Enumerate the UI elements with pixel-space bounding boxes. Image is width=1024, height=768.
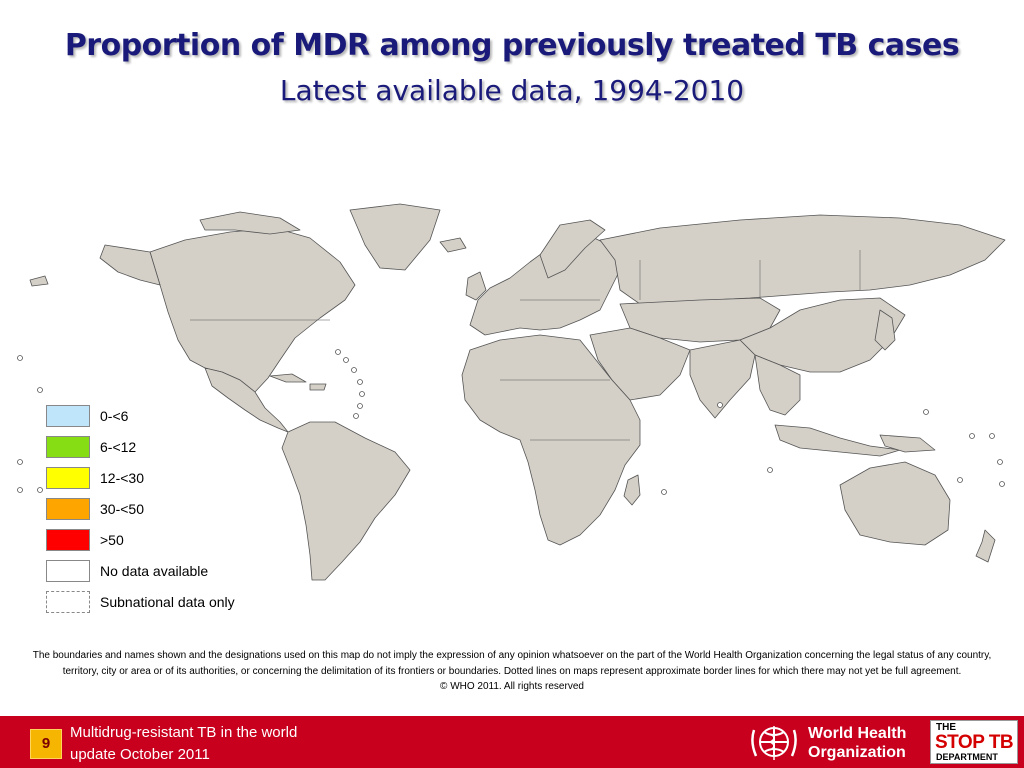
legend-item: >50 bbox=[46, 524, 235, 555]
footer-bar: 9 Multidrug-resistant TB in the world up… bbox=[0, 716, 1024, 768]
legend-swatch bbox=[46, 497, 90, 520]
who-name: World Health Organization bbox=[808, 724, 906, 762]
legend-item: No data available bbox=[46, 555, 235, 586]
southeast-asia bbox=[754, 354, 801, 416]
who-name-line-2: Organization bbox=[808, 744, 906, 761]
legend-label: 30-<50 bbox=[100, 500, 144, 517]
legend-item: 30-<50 bbox=[46, 493, 235, 524]
footer-text: Multidrug-resistant TB in the world upda… bbox=[70, 722, 297, 766]
new-guinea bbox=[879, 434, 936, 453]
stop-tb-department: DEPARTMENT bbox=[936, 752, 998, 762]
legend-label: >50 bbox=[100, 531, 124, 548]
russia bbox=[599, 214, 1006, 305]
new-zealand bbox=[975, 529, 996, 563]
south-america bbox=[281, 421, 411, 581]
footer-line-1: Multidrug-resistant TB in the world bbox=[70, 724, 298, 741]
legend-swatch bbox=[46, 466, 90, 489]
legend-item: 6-<12 bbox=[46, 431, 235, 462]
who-emblem-icon bbox=[751, 726, 797, 760]
antarctic-islands bbox=[29, 275, 49, 287]
map-subtitle: Latest available data, 1994-2010 bbox=[279, 74, 745, 107]
copyright-text: © WHO 2011. All rights reserved bbox=[440, 681, 584, 692]
stop-tb-the: THE bbox=[936, 722, 956, 733]
legend-label: Subnational data only bbox=[100, 593, 235, 610]
indonesia bbox=[774, 424, 901, 457]
india bbox=[689, 339, 756, 419]
footer-line-2: update October 2011 bbox=[70, 746, 210, 763]
legend-item: 0-<6 bbox=[46, 400, 235, 431]
map-legend: 0-<6 6-<12 12-<30 30-<50 >50 No data ava… bbox=[46, 400, 235, 617]
alaska bbox=[99, 244, 161, 286]
scandinavia bbox=[539, 219, 606, 279]
canadian-archipelago bbox=[199, 211, 301, 235]
middle-east bbox=[589, 327, 691, 401]
legend-swatch bbox=[46, 404, 90, 427]
iceland bbox=[439, 237, 467, 253]
page-number: 9 bbox=[30, 729, 62, 759]
cuba bbox=[269, 373, 307, 383]
australia bbox=[839, 461, 951, 546]
europe bbox=[469, 235, 621, 336]
legend-swatch bbox=[46, 435, 90, 458]
hispaniola bbox=[309, 383, 327, 391]
legend-label: 0-<6 bbox=[100, 407, 129, 424]
madagascar bbox=[623, 474, 641, 506]
uk bbox=[465, 271, 487, 301]
disclaimer: The boundaries and names shown and the d… bbox=[20, 648, 1004, 695]
stop-tb-logo: THE STOP TB DEPARTMENT bbox=[930, 720, 1018, 764]
legend-item: 12-<30 bbox=[46, 462, 235, 493]
legend-swatch bbox=[46, 559, 90, 582]
legend-item: Subnational data only bbox=[46, 586, 235, 617]
legend-label: 12-<30 bbox=[100, 469, 144, 486]
disclaimer-text: The boundaries and names shown and the d… bbox=[32, 650, 992, 677]
who-logo: World Health Organization bbox=[748, 719, 918, 765]
japan bbox=[874, 309, 896, 351]
greenland bbox=[349, 203, 441, 271]
legend-label: No data available bbox=[100, 562, 209, 579]
legend-label: 6-<12 bbox=[100, 438, 137, 455]
legend-swatch bbox=[46, 528, 90, 551]
who-name-line-1: World Health bbox=[808, 725, 907, 742]
world-map bbox=[17, 203, 1006, 581]
north-america bbox=[149, 227, 356, 393]
stop-tb-main: STOP TB bbox=[935, 732, 1014, 753]
legend-swatch bbox=[46, 590, 90, 613]
map-title: Proportion of MDR among previously treat… bbox=[64, 28, 960, 63]
